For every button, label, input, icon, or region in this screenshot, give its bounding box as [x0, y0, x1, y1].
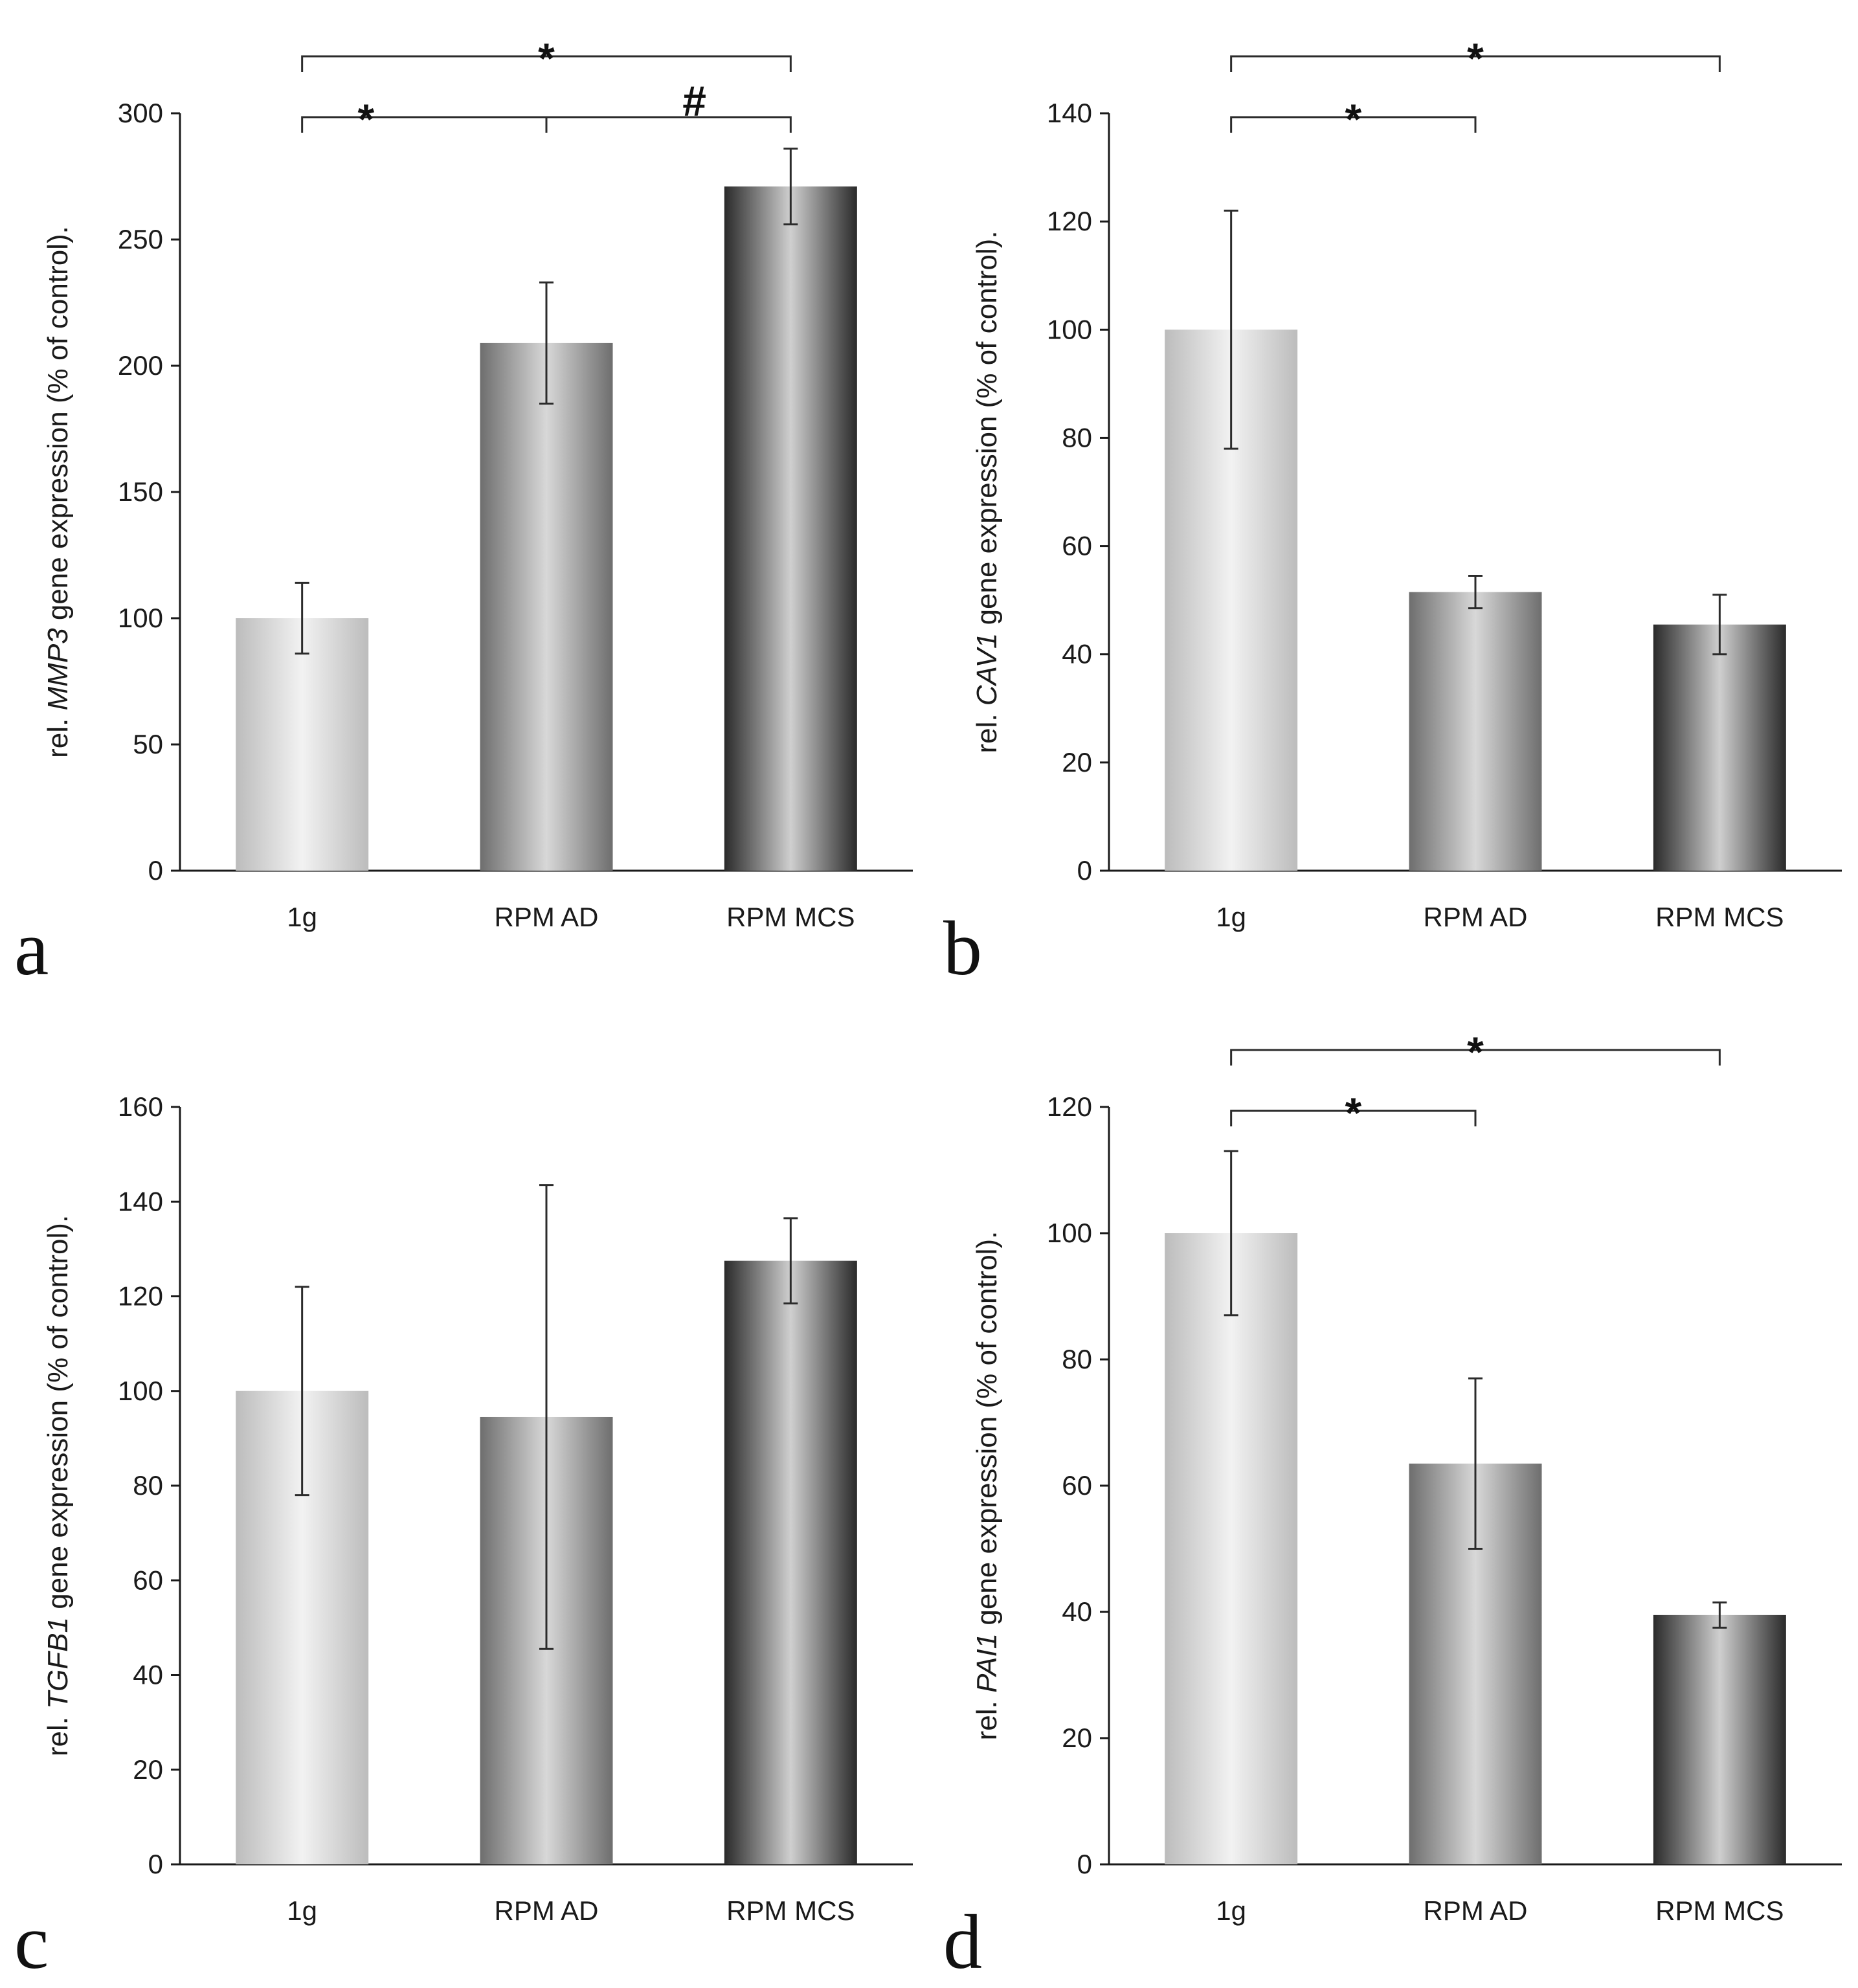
- y-axis-title: rel. PAI1 gene expression (% of control)…: [971, 1231, 1003, 1741]
- y-tick-label: 100: [1047, 314, 1092, 344]
- bar-one-g: [236, 618, 369, 871]
- significance-mark: *: [1345, 95, 1361, 143]
- panel-letter: a: [14, 905, 49, 991]
- significance-mark: *: [1467, 1028, 1484, 1076]
- y-tick-label: 300: [118, 98, 163, 128]
- y-tick-label: 0: [1077, 1849, 1092, 1879]
- y-title-prefix: rel.: [971, 706, 1003, 753]
- category-label-rpm-ad: RPM AD: [1423, 1895, 1527, 1926]
- y-tick-label: 80: [1062, 422, 1092, 452]
- significance-bracket: [1230, 1049, 1721, 1066]
- significance-mark: *: [538, 34, 555, 82]
- y-axis-title: rel. TGFB1 gene expression (% of control…: [42, 1215, 74, 1756]
- significance-mark: #: [682, 77, 706, 125]
- y-tick-label: 0: [148, 855, 163, 886]
- y-tick-label: 50: [133, 729, 163, 759]
- chart-mmp3: 0 50 100 150 200 250 300 rel. MMP3 gene express…: [14, 34, 913, 991]
- panel-b: 0 20 40 60 80 100 120 140 rel. CAV1 gene express…: [929, 0, 1858, 994]
- y-tick-label: 160: [118, 1091, 163, 1122]
- bar-rpm-mcs: [1653, 1614, 1786, 1864]
- y-axis-title: rel. MMP3 gene expression (% of control)…: [42, 226, 74, 758]
- y-tick-label: 140: [118, 1186, 163, 1216]
- y-tick-label: 80: [1062, 1344, 1092, 1374]
- y-tick-label: 0: [148, 1849, 163, 1879]
- panel-letter: b: [943, 905, 982, 991]
- category-label-one-g: 1g: [1216, 902, 1246, 932]
- category-label-rpm-ad: RPM AD: [1423, 902, 1527, 932]
- significance-bracket: [1230, 55, 1721, 72]
- y-tick-label: 60: [133, 1565, 163, 1595]
- y-tick-label: 140: [1047, 98, 1092, 128]
- y-title-suffix: gene expression (% of control).: [971, 1231, 1003, 1633]
- chart-pai1: 0 20 40 60 80 100 120 rel. PAI1 gene expression…: [943, 1028, 1842, 1985]
- panel-c: 0 20 40 60 80 100 120 140 160 rel. TGFB1 gene exp…: [0, 994, 929, 1987]
- category-label-one-g: 1g: [287, 902, 317, 932]
- y-tick-label: 200: [118, 350, 163, 381]
- y-tick-label: 150: [118, 476, 163, 507]
- category-label-rpm-mcs: RPM MCS: [726, 1895, 855, 1926]
- y-tick-label: 40: [133, 1660, 163, 1690]
- y-tick-label: 100: [118, 1376, 163, 1406]
- chart-cav1: 0 20 40 60 80 100 120 140 rel. CAV1 gene express…: [943, 34, 1842, 991]
- bar-rpm-ad: [1409, 592, 1542, 871]
- category-label-rpm-ad: RPM AD: [494, 902, 598, 932]
- y-tick-label: 40: [1062, 1596, 1092, 1627]
- significance-bracket: [1230, 116, 1477, 133]
- significance-mark: *: [357, 95, 374, 143]
- panel-a: 0 50 100 150 200 250 300 rel. MMP3 gene express…: [0, 0, 929, 994]
- y-tick-label: 60: [1062, 531, 1092, 561]
- significance-bracket: [301, 55, 792, 72]
- panel-letter: c: [14, 1899, 49, 1985]
- y-title-gene: MMP3: [42, 628, 74, 711]
- chart-tgfb1: 0 20 40 60 80 100 120 140 160 rel. TGFB1 gene exp…: [14, 1091, 913, 1985]
- category-label-one-g: 1g: [1216, 1895, 1246, 1926]
- category-label-rpm-mcs: RPM MCS: [726, 902, 855, 932]
- category-label-rpm-mcs: RPM MCS: [1655, 1895, 1784, 1926]
- significance-bracket: [1230, 1110, 1477, 1126]
- y-title-gene: CAV1: [971, 633, 1003, 706]
- bar-rpm-mcs: [724, 186, 857, 871]
- y-tick-label: 100: [1047, 1218, 1092, 1248]
- y-tick-label: 120: [1047, 1091, 1092, 1122]
- bar-rpm-mcs: [1653, 624, 1786, 871]
- y-tick-label: 80: [133, 1470, 163, 1501]
- y-axis-title: rel. CAV1 gene expression (% of control)…: [971, 230, 1003, 753]
- panel-d: 0 20 40 60 80 100 120 rel. PAI1 gene expression…: [929, 994, 1858, 1987]
- panel-letter: d: [943, 1899, 982, 1985]
- y-tick-label: 250: [118, 224, 163, 254]
- y-tick-label: 20: [133, 1754, 163, 1785]
- y-title-prefix: rel.: [971, 1693, 1003, 1740]
- category-label-rpm-mcs: RPM MCS: [1655, 902, 1784, 932]
- bar-rpm-mcs: [724, 1260, 857, 1864]
- y-title-suffix: gene expression (% of control).: [971, 230, 1003, 632]
- y-title-prefix: rel.: [42, 710, 74, 757]
- y-tick-label: 20: [1062, 1723, 1092, 1753]
- y-title-suffix: gene expression (% of control).: [42, 226, 74, 628]
- y-tick-label: 60: [1062, 1470, 1092, 1501]
- y-tick-label: 20: [1062, 747, 1092, 777]
- bar-one-g: [1165, 1233, 1298, 1864]
- significance-mark: *: [1345, 1089, 1361, 1137]
- y-tick-label: 120: [1047, 206, 1092, 236]
- significance-mark: *: [1467, 34, 1484, 82]
- y-tick-label: 100: [118, 603, 163, 633]
- y-title-suffix: gene expression (% of control).: [42, 1215, 74, 1617]
- category-label-one-g: 1g: [287, 1895, 317, 1926]
- y-title-prefix: rel.: [42, 1709, 74, 1756]
- significance-bracket: [545, 116, 792, 133]
- y-tick-label: 120: [118, 1281, 163, 1312]
- significance-bracket: [301, 116, 548, 133]
- y-title-gene: PAI1: [971, 1633, 1003, 1693]
- bar-rpm-ad: [480, 342, 613, 871]
- y-title-gene: TGFB1: [42, 1617, 74, 1709]
- y-tick-label: 0: [1077, 855, 1092, 886]
- y-tick-label: 40: [1062, 639, 1092, 669]
- category-label-rpm-ad: RPM AD: [494, 1895, 598, 1926]
